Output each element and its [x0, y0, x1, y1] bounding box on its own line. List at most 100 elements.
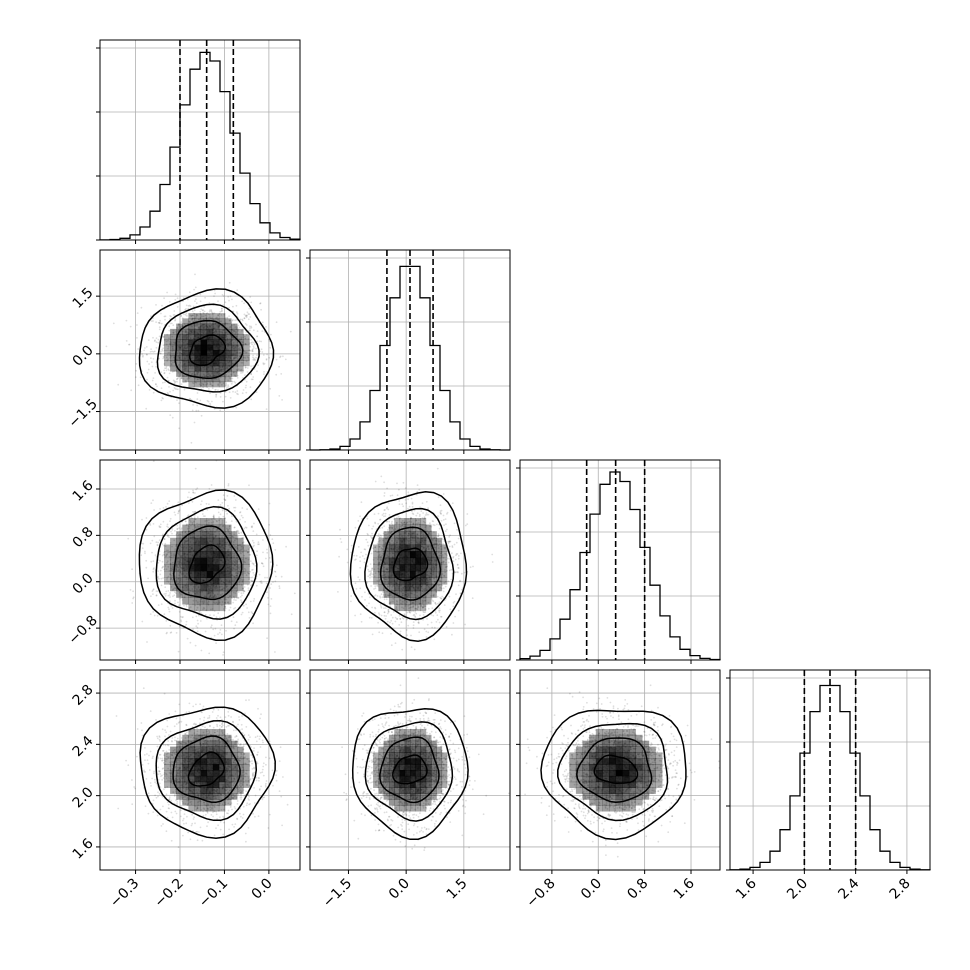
scatter-point	[213, 634, 216, 637]
scatter-point	[262, 539, 264, 541]
scatter-point	[433, 626, 436, 629]
scatter-point	[248, 617, 251, 619]
scatter-point	[370, 569, 373, 572]
scatter-point	[219, 503, 222, 506]
scatter-point	[412, 523, 415, 526]
scatter-point	[112, 322, 115, 325]
density-cell	[182, 328, 189, 335]
scatter-point	[228, 319, 231, 322]
scatter-point	[164, 565, 167, 567]
scatter-point	[380, 475, 383, 478]
scatter-point	[209, 317, 212, 320]
density-cell	[206, 584, 214, 592]
scatter-point	[210, 526, 212, 529]
scatter-point	[142, 542, 145, 545]
scatter-point	[200, 503, 202, 506]
scatter-point	[269, 346, 272, 349]
density-cell	[212, 537, 220, 545]
scatter-point	[260, 582, 262, 584]
scatter-point	[234, 326, 237, 328]
scatter-point	[422, 614, 425, 616]
scatter-point	[413, 648, 416, 651]
scatter-point	[197, 323, 199, 326]
scatter-point	[244, 561, 247, 564]
scatter-point	[162, 357, 165, 360]
scatter-point	[268, 523, 271, 526]
scatter-point	[174, 381, 176, 384]
scatter-point	[155, 541, 158, 544]
scatter-point	[422, 524, 425, 526]
density-cell	[231, 571, 238, 578]
scatter-point	[350, 595, 353, 597]
scatter-point	[241, 580, 244, 583]
scatter-point	[151, 379, 154, 382]
scatter-point	[206, 382, 209, 385]
scatter-point	[419, 506, 421, 508]
scatter-point	[224, 607, 227, 610]
scatter-point	[243, 549, 246, 552]
scatter-point	[368, 570, 370, 573]
scatter-point	[145, 528, 148, 531]
scatter-point	[252, 365, 255, 367]
scatter-point	[252, 345, 255, 348]
scatter-point	[212, 517, 215, 520]
scatter-point	[164, 315, 167, 318]
scatter-point	[253, 347, 255, 349]
scatter-point	[172, 345, 174, 348]
scatter-point	[243, 590, 246, 592]
scatter-point	[429, 533, 432, 535]
scatter-point	[367, 575, 370, 578]
scatter-point	[195, 314, 198, 316]
scatter-point	[247, 589, 250, 592]
scatter-point	[149, 522, 151, 525]
scatter-point	[212, 515, 215, 518]
scatter-point	[168, 536, 170, 538]
density-cell	[188, 360, 195, 367]
scatter-point	[167, 565, 170, 568]
scatter-point	[424, 514, 427, 516]
scatter-point	[178, 366, 181, 369]
scatter-point	[199, 300, 202, 303]
scatter-point	[224, 376, 227, 379]
scatter-point	[227, 375, 230, 377]
panel-content	[337, 467, 494, 660]
scatter-point	[178, 324, 180, 326]
scatter-point	[245, 333, 248, 336]
density-cell	[194, 577, 201, 585]
scatter-point	[246, 551, 249, 554]
scatter-point	[160, 312, 162, 315]
scatter-point	[241, 319, 244, 322]
density-cell	[176, 537, 183, 545]
scatter-point	[192, 382, 195, 385]
contour-line	[156, 303, 260, 393]
density-cell	[188, 339, 195, 346]
y-tick-label: 1.6	[70, 478, 97, 505]
scatter-point	[158, 328, 161, 331]
scatter-point	[194, 467, 197, 470]
scatter-point	[386, 591, 388, 593]
scatter-point	[374, 611, 376, 614]
scatter-point	[390, 531, 393, 533]
scatter-point	[169, 356, 172, 359]
density-cell	[164, 577, 171, 585]
scatter-point	[248, 576, 251, 579]
scatter-point	[424, 599, 426, 602]
scatter-point	[226, 317, 229, 320]
scatter-point	[221, 604, 223, 606]
scatter-point	[241, 341, 243, 343]
scatter-point	[439, 540, 442, 542]
scatter-point	[382, 589, 385, 591]
scatter-point	[132, 596, 135, 599]
scatter-point	[152, 523, 155, 525]
scatter-point	[189, 606, 192, 608]
scatter-point	[245, 343, 247, 346]
scatter-point	[443, 604, 446, 606]
scatter-point	[250, 326, 253, 329]
scatter-point	[417, 621, 420, 624]
scatter-point	[198, 327, 201, 329]
scatter-point	[242, 547, 244, 550]
scatter-point	[196, 630, 199, 633]
scatter-point	[164, 545, 167, 547]
scatter-point	[243, 586, 246, 588]
scatter-point	[420, 605, 422, 608]
